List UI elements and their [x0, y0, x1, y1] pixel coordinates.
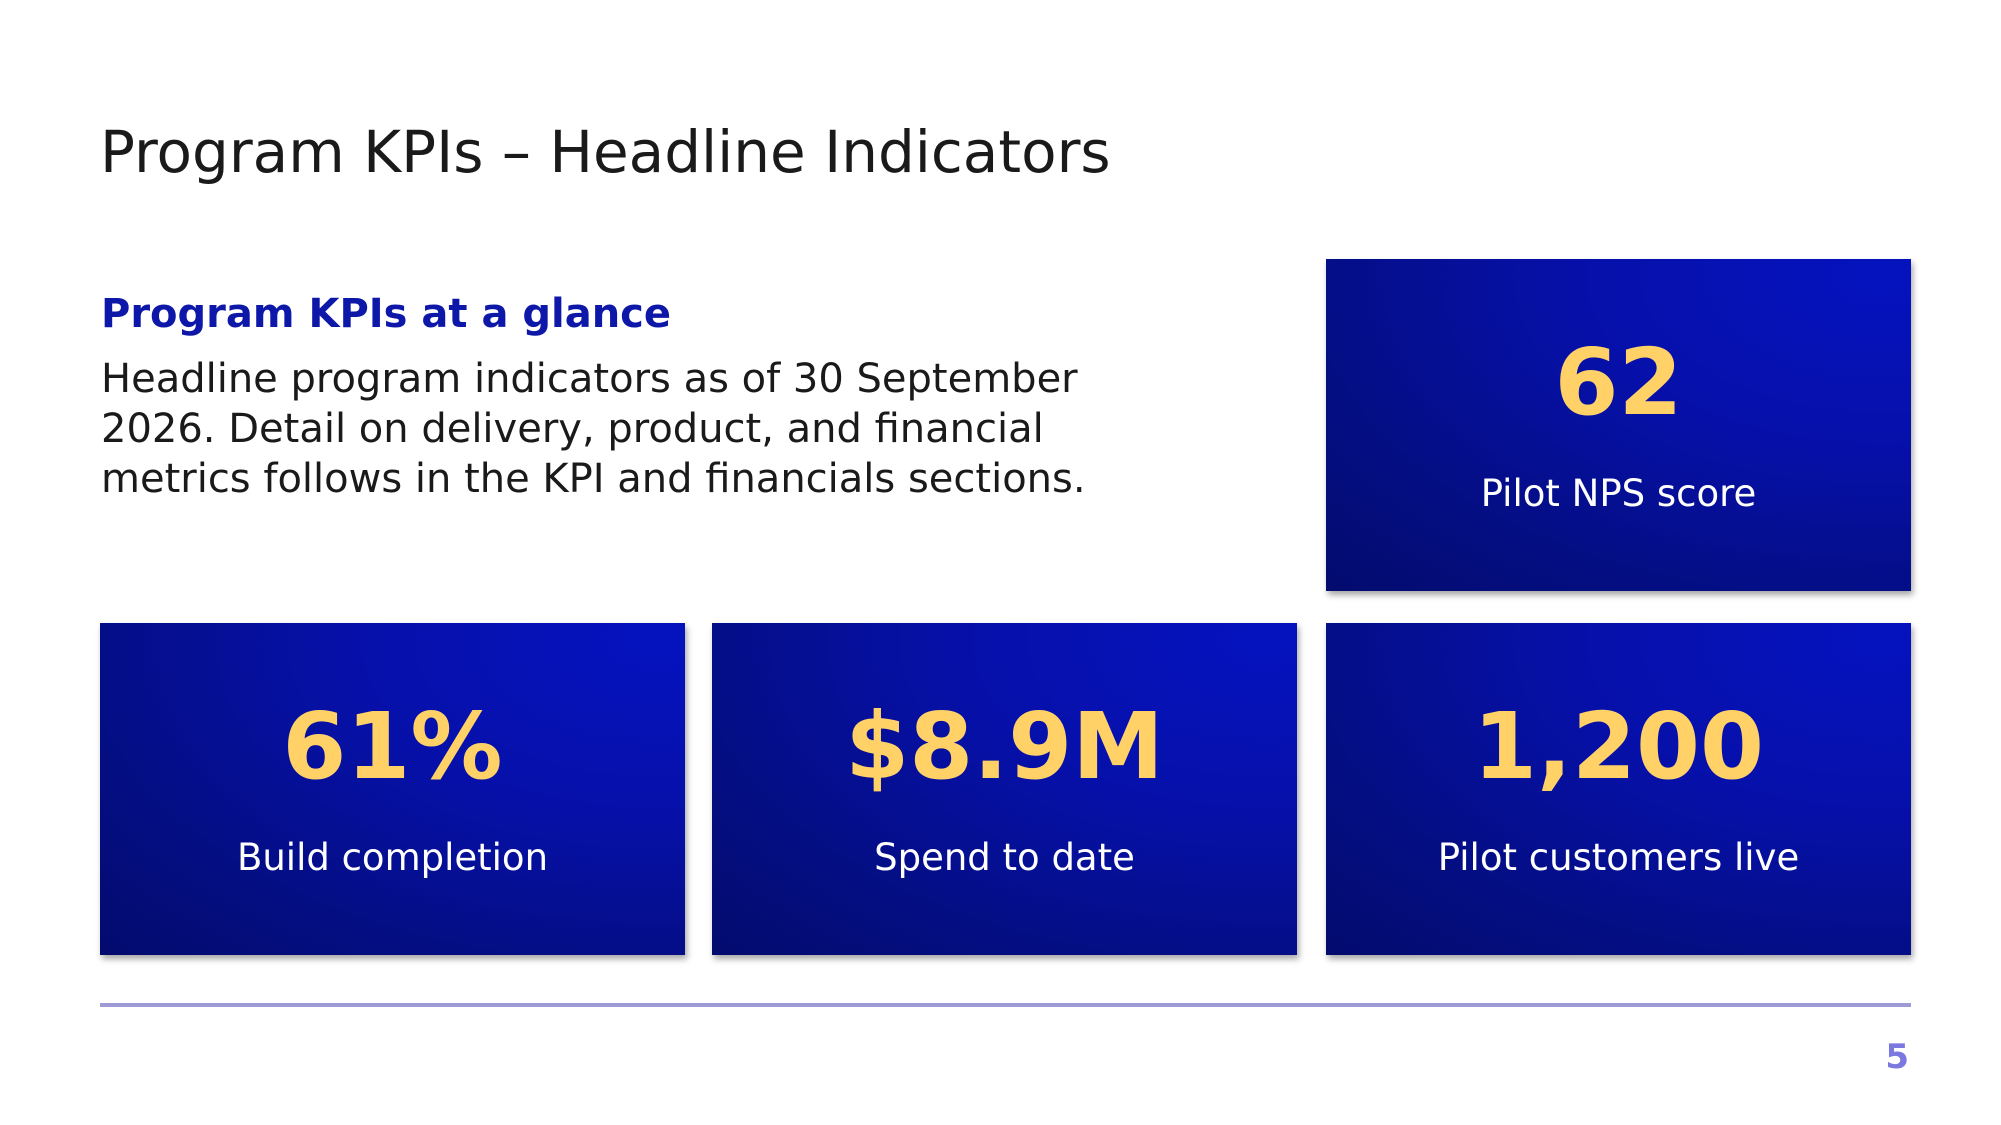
kpi-label: Pilot customers live: [1437, 836, 1800, 879]
page-number: 5: [1885, 1037, 1909, 1077]
kpi-card-build-completion: 61% Build completion: [100, 623, 685, 955]
kpi-value: 61%: [282, 693, 503, 800]
kpi-card-pilot-customers: 1,200 Pilot customers live: [1326, 623, 1911, 955]
intro-body: Headline program indicators as of 30 Sep…: [101, 356, 1086, 502]
kpi-card-spend-to-date: $8.9M Spend to date: [712, 623, 1297, 955]
footer-divider: [100, 1003, 1911, 1007]
kpi-label: Build completion: [236, 836, 549, 879]
kpi-value: 1,200: [1472, 693, 1764, 800]
kpi-card-nps: 62 Pilot NPS score: [1326, 259, 1911, 591]
kpi-value: $8.9M: [845, 693, 1164, 800]
slide-title: Program KPIs – Headline Indicators: [100, 118, 1111, 186]
kpi-value: 62: [1554, 329, 1683, 436]
kpi-label: Pilot NPS score: [1480, 472, 1757, 515]
kpi-label: Spend to date: [874, 836, 1135, 879]
intro-heading: Program KPIs at a glance: [101, 291, 672, 337]
